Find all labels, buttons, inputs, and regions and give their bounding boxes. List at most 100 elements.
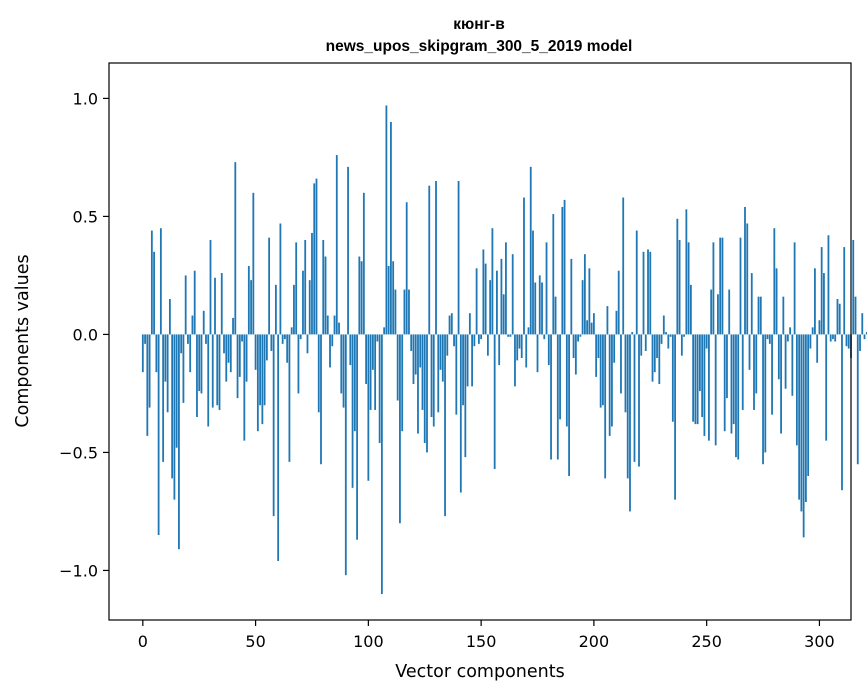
bar-220 (638, 334, 640, 467)
bar-123 (419, 334, 422, 368)
y-axis-ticks: −1.0 −0.5 0.0 0.5 1.0 (59, 89, 109, 580)
bar-106 (380, 334, 383, 595)
bar-101 (369, 334, 372, 410)
bar-279 (771, 334, 773, 415)
bar-65 (288, 334, 291, 462)
bar-290 (795, 334, 798, 446)
bar-170 (525, 334, 528, 368)
bar-313 (847, 334, 850, 349)
bar-70 (299, 334, 302, 340)
bar-297 (811, 327, 814, 335)
bar-102 (371, 334, 374, 370)
bar-130 (435, 181, 437, 335)
bar-248 (701, 334, 704, 418)
bar-282 (777, 334, 780, 380)
bar-202 (597, 334, 600, 359)
bar-273 (757, 296, 760, 335)
bar-54 (263, 334, 266, 406)
bar-89 (342, 334, 345, 408)
bar-277 (766, 334, 769, 340)
bar-73 (306, 334, 309, 354)
bar-71 (302, 270, 304, 335)
bar-110 (390, 122, 392, 335)
bar-303 (825, 334, 828, 441)
bar-280 (773, 228, 776, 335)
bar-98 (362, 192, 365, 335)
bar-244 (692, 334, 695, 422)
x-tick-label: 100 (353, 632, 384, 651)
bar-278 (768, 334, 771, 344)
bar-198 (588, 268, 591, 335)
bar-78 (317, 334, 320, 413)
bar-217 (631, 332, 634, 335)
bar-265 (739, 237, 742, 335)
bar-26 (200, 334, 203, 394)
bar-293 (802, 334, 805, 538)
bar-173 (532, 230, 534, 335)
bar-43 (238, 334, 241, 377)
bar-298 (814, 268, 816, 335)
bar-63 (284, 334, 286, 340)
bar-32 (214, 277, 216, 335)
bar-211 (617, 270, 620, 335)
bar-147 (473, 334, 476, 347)
bar-42 (236, 334, 239, 399)
bar-208 (611, 334, 613, 427)
bar-251 (708, 334, 710, 441)
bar-34 (218, 334, 221, 410)
bar-196 (583, 254, 586, 335)
bar-175 (536, 334, 539, 373)
bar-16 (178, 334, 180, 550)
bar-105 (378, 334, 381, 443)
bar-287 (789, 327, 791, 335)
bar-252 (710, 289, 713, 335)
x-tick-label: 150 (466, 632, 497, 651)
bar-272 (755, 334, 758, 394)
bar-62 (281, 334, 284, 344)
bar-18 (182, 334, 185, 403)
bar-87 (338, 322, 340, 335)
bar-281 (775, 268, 778, 335)
bar-19 (184, 275, 187, 335)
bar-261 (730, 334, 733, 434)
bar-30 (209, 240, 212, 335)
bar-254 (714, 334, 717, 446)
bar-161 (505, 242, 507, 335)
bar-250 (705, 334, 708, 349)
bar-228 (656, 334, 658, 359)
bar-116 (403, 289, 406, 335)
bar-83 (329, 334, 331, 368)
bar-318 (859, 334, 861, 351)
y-tick-label: 0.5 (73, 207, 98, 226)
bar-231 (662, 315, 665, 335)
bar-136 (448, 315, 451, 335)
bar-159 (500, 258, 503, 335)
bar-204 (602, 334, 604, 406)
bar-56 (268, 237, 271, 335)
bar-37 (225, 334, 228, 382)
bar-94 (353, 334, 356, 432)
bar-140 (457, 181, 460, 335)
bar-264 (737, 334, 740, 460)
bar-95 (356, 334, 358, 540)
bar-52 (259, 334, 261, 406)
bar-227 (653, 334, 656, 373)
bar-55 (265, 334, 268, 361)
bar-29 (207, 334, 210, 427)
bar-36 (223, 334, 225, 354)
bar-245 (694, 334, 697, 425)
bar-152 (484, 263, 487, 335)
bar-129 (432, 334, 435, 427)
bar-321 (865, 332, 867, 335)
bar-210 (615, 310, 618, 335)
bar-90 (344, 334, 347, 576)
bar-3 (148, 334, 151, 408)
bar-0 (141, 334, 144, 373)
bar-199 (590, 322, 593, 335)
bar-115 (401, 334, 404, 432)
bar-229 (658, 334, 661, 384)
bar-295 (807, 334, 810, 477)
bar-291 (798, 334, 801, 500)
bar-77 (315, 178, 318, 335)
bar-51 (256, 334, 259, 432)
